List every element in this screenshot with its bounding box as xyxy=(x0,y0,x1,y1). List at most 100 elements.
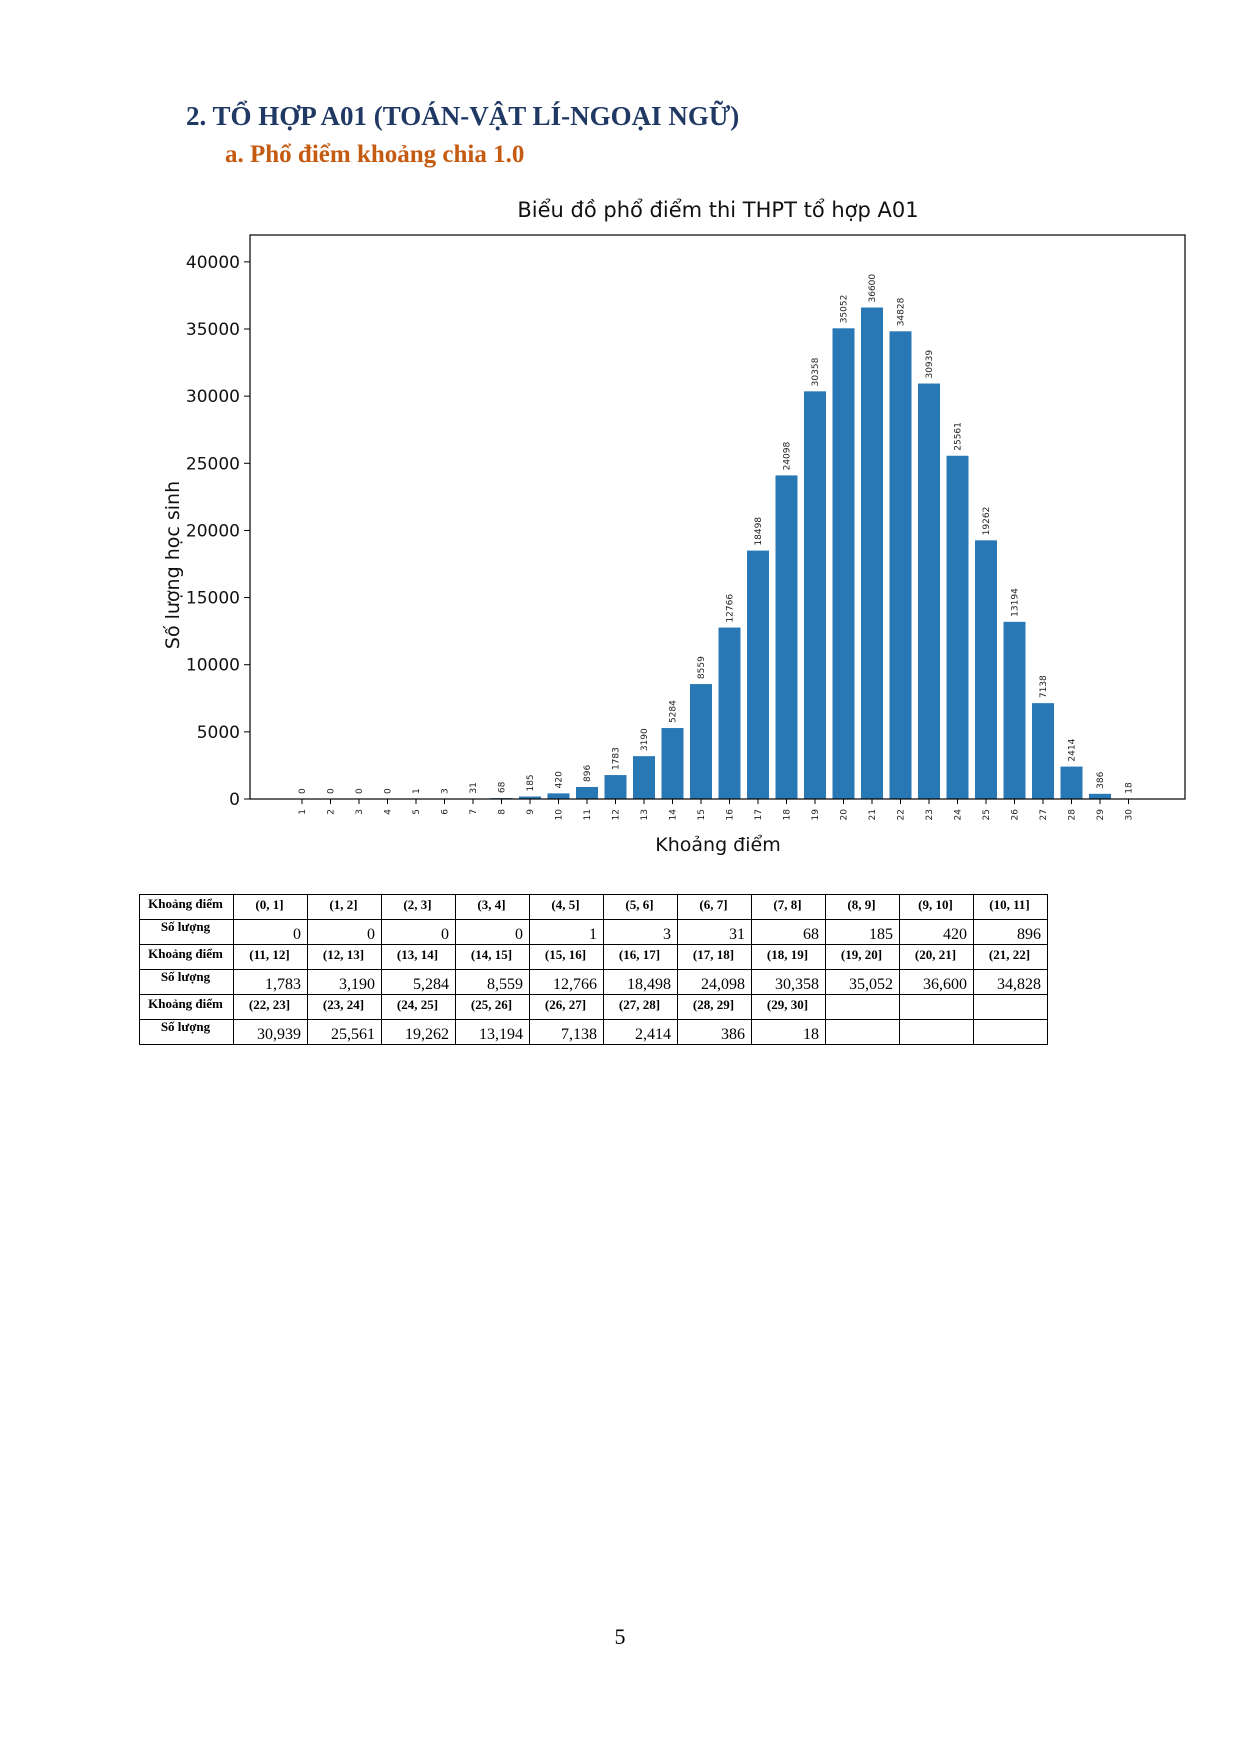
count-row-header: Số lượng xyxy=(139,919,234,945)
x-tick-label: 20 xyxy=(840,809,850,821)
bar-value-label: 18498 xyxy=(754,517,764,546)
count-cell: 34,828 xyxy=(973,969,1048,995)
count-cell: 19,262 xyxy=(381,1019,456,1045)
range-cell: (11, 12] xyxy=(233,944,308,970)
range-cell xyxy=(825,994,900,1020)
range-cell: (18, 19] xyxy=(751,944,826,970)
range-cell: (9, 10] xyxy=(899,894,974,920)
bar xyxy=(633,756,655,799)
x-tick-label: 23 xyxy=(925,809,935,820)
range-cell: (13, 14] xyxy=(381,944,456,970)
x-tick-label: 22 xyxy=(897,809,907,820)
x-tick-label: 26 xyxy=(1011,809,1021,821)
count-cell: 5,284 xyxy=(381,969,456,995)
x-tick-label: 13 xyxy=(640,809,650,820)
count-cell: 386 xyxy=(677,1019,752,1045)
range-cell: (3, 4] xyxy=(455,894,530,920)
bar-value-label: 896 xyxy=(583,765,593,782)
bar-value-label: 12766 xyxy=(726,594,736,623)
bar-value-label: 386 xyxy=(1096,771,1106,788)
range-row-header: Khoảng điểm xyxy=(139,894,234,920)
range-cell xyxy=(973,994,1048,1020)
range-cell: (24, 25] xyxy=(381,994,456,1020)
x-tick-label: 4 xyxy=(384,809,394,815)
x-tick-label: 25 xyxy=(982,809,992,820)
count-cell: 36,600 xyxy=(899,969,974,995)
range-row: Khoảng điểm (22, 23] (23, 24] (24, 25] (25, … xyxy=(139,994,1048,1020)
count-cell: 12,766 xyxy=(529,969,604,995)
range-cell: (7, 8] xyxy=(751,894,826,920)
section-heading: 2. TỔ HỢP A01 (TOÁN-VẬT LÍ-NGOẠI NGỮ) xyxy=(186,101,740,131)
bar-value-label: 0 xyxy=(384,788,394,794)
x-tick-label: 28 xyxy=(1068,809,1078,821)
x-tick-label: 9 xyxy=(526,809,536,815)
bar-value-label: 0 xyxy=(298,788,308,794)
range-cell: (25, 26] xyxy=(455,994,530,1020)
x-tick-label: 8 xyxy=(498,809,508,815)
range-cell: (15, 16] xyxy=(529,944,604,970)
range-cell: (0, 1] xyxy=(233,894,308,920)
count-cell: 0 xyxy=(233,919,308,945)
bar-value-label: 68 xyxy=(498,781,508,793)
x-tick-label: 5 xyxy=(412,809,422,815)
range-cell: (10, 11] xyxy=(973,894,1048,920)
range-cell: (20, 21] xyxy=(899,944,974,970)
y-tick-label: 5000 xyxy=(197,723,240,743)
range-cell: (5, 6] xyxy=(603,894,678,920)
count-cell xyxy=(973,1019,1048,1045)
count-cell: 8,559 xyxy=(455,969,530,995)
bar-value-label: 35052 xyxy=(840,295,850,324)
bar xyxy=(975,540,997,799)
count-row-header: Số lượng xyxy=(139,1019,234,1045)
y-tick-label: 25000 xyxy=(186,454,240,474)
bar xyxy=(918,383,940,799)
x-tick-label: 2 xyxy=(327,809,337,815)
y-tick-label: 35000 xyxy=(186,320,240,340)
range-row: Khoảng điểm (0, 1] (1, 2] (2, 3] (3, 4] (4, 5… xyxy=(139,894,1048,920)
count-cell: 30,939 xyxy=(233,1019,308,1045)
bar xyxy=(604,775,627,799)
range-cell: (21, 22] xyxy=(973,944,1048,970)
count-cell: 420 xyxy=(899,919,974,945)
bar xyxy=(889,331,912,799)
plot-frame xyxy=(249,234,1186,800)
range-cell: (29, 30] xyxy=(751,994,826,1020)
range-cell: (4, 5] xyxy=(529,894,604,920)
count-row: Số lượng 30,939 25,561 19,262 13,194 7,138 2,4… xyxy=(139,1019,1048,1045)
bar-value-label: 8559 xyxy=(697,656,707,679)
count-cell: 2,414 xyxy=(603,1019,678,1045)
x-tick-label: 7 xyxy=(469,809,479,815)
y-tick-label: 15000 xyxy=(186,589,240,609)
x-tick-label: 19 xyxy=(811,809,821,821)
count-row-header: Số lượng xyxy=(139,969,234,995)
y-axis: 0 5000 10000 15000 20000 25000 30000 35000 40000 xyxy=(186,253,250,810)
count-cell: 68 xyxy=(751,919,826,945)
count-cell: 13,194 xyxy=(455,1019,530,1045)
count-cell: 7,138 xyxy=(529,1019,604,1045)
bar xyxy=(690,684,712,799)
x-axis: 1 2 3 4 5 6 7 8 9 10 11 12 13 14 15 16 17 18 19 20 21 22 23 24 2… xyxy=(298,799,1135,820)
bar-value-label: 13194 xyxy=(1011,588,1021,617)
count-cell: 35,052 xyxy=(825,969,900,995)
count-cell: 25,561 xyxy=(307,1019,382,1045)
count-cell: 30,358 xyxy=(751,969,826,995)
x-tick-label: 16 xyxy=(726,809,736,821)
bar xyxy=(747,550,769,799)
bar xyxy=(718,627,741,799)
count-cell: 3,190 xyxy=(307,969,382,995)
bar xyxy=(804,391,826,799)
bar xyxy=(1089,793,1111,799)
page-number: 5 xyxy=(614,1624,626,1649)
bar-value-label: 3 xyxy=(441,788,451,794)
x-tick-label: 10 xyxy=(555,809,565,821)
range-cell: (16, 17] xyxy=(603,944,678,970)
bar xyxy=(861,307,883,799)
count-cell: 18,498 xyxy=(603,969,678,995)
count-cell: 31 xyxy=(677,919,752,945)
x-tick-label: 17 xyxy=(754,809,764,820)
count-cell: 24,098 xyxy=(677,969,752,995)
y-tick-label: 40000 xyxy=(186,253,240,273)
count-row: Số lượng 0 0 0 0 1 3 31 68 185 420 896 xyxy=(139,919,1048,945)
x-tick-label: 14 xyxy=(669,809,679,821)
y-tick-label: 30000 xyxy=(186,387,240,407)
